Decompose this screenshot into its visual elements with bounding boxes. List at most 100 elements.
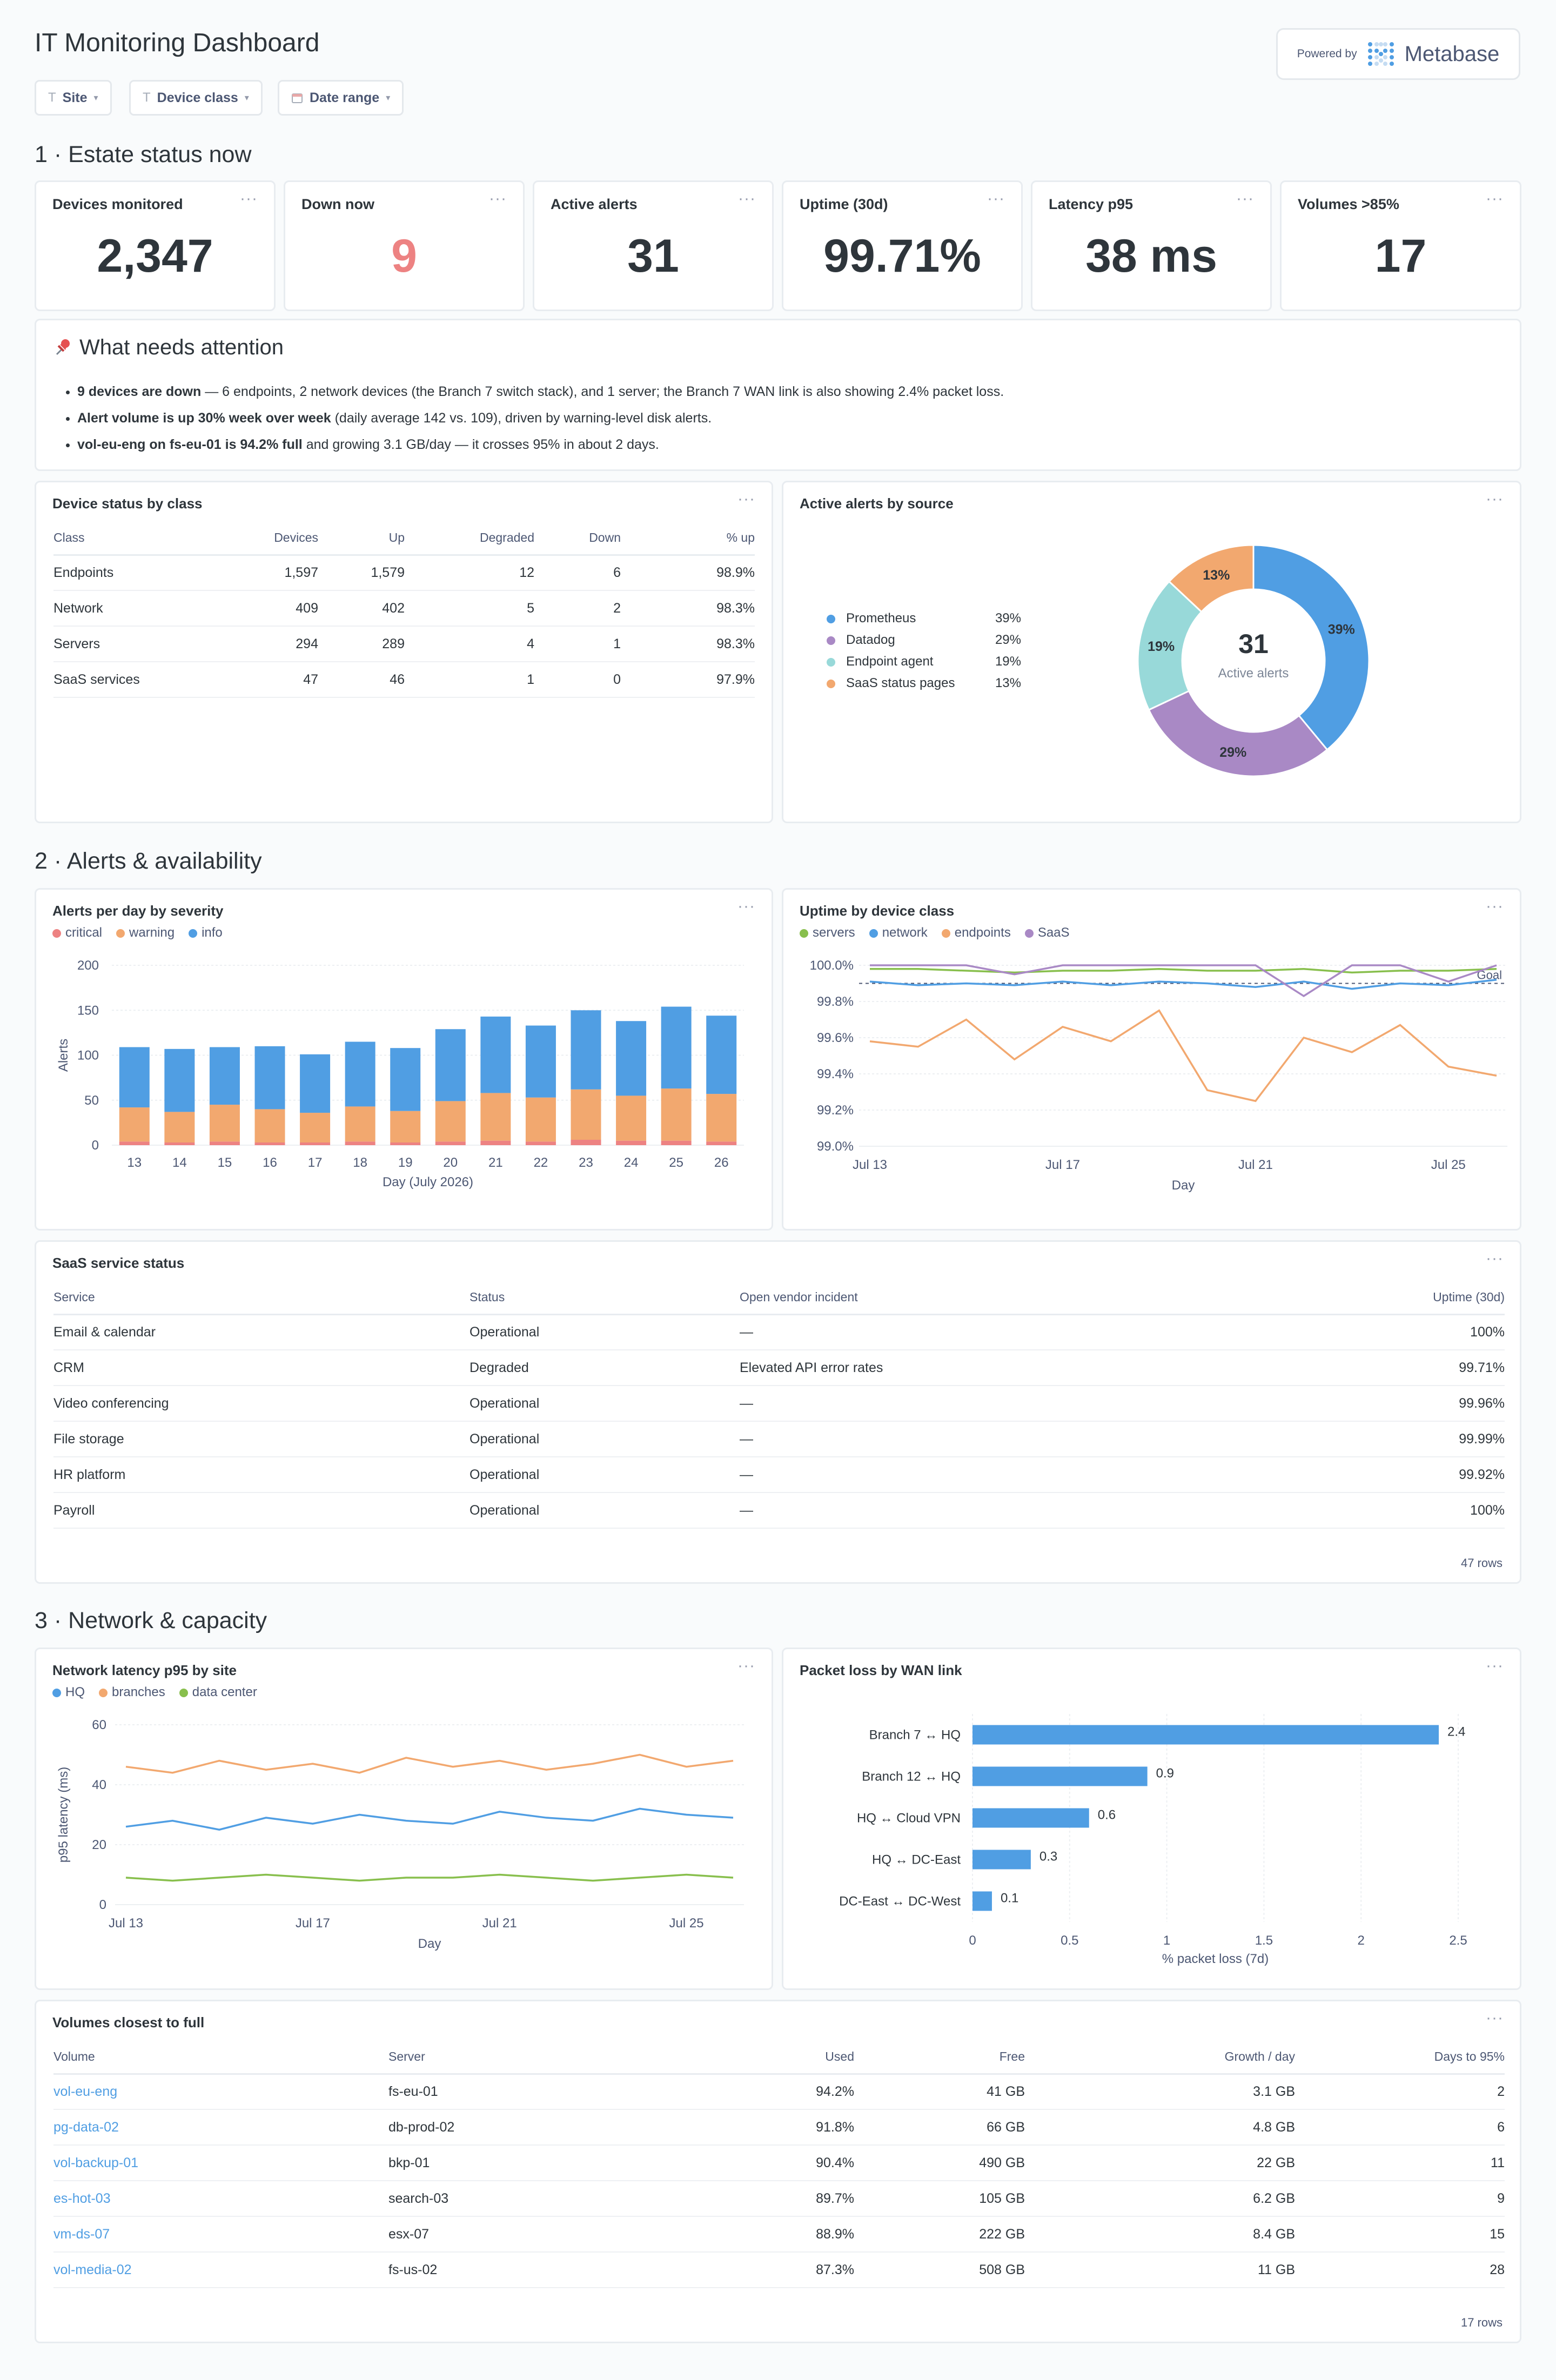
bar-critical <box>616 1140 647 1145</box>
card-menu-icon[interactable]: ··· <box>737 897 755 915</box>
data-label: 0.1 <box>1001 1891 1018 1906</box>
filter-date-range[interactable]: Date range ▾ <box>278 80 404 116</box>
legend-item[interactable]: Datadog 29% <box>827 629 1021 651</box>
table-row[interactable]: vol-media-02 fs-us-02 87.3% 508 GB 11 GB 28 <box>53 2252 1505 2288</box>
card-menu-icon[interactable]: ··· <box>1236 190 1254 207</box>
kpi-card-down[interactable]: Down now ··· 9 <box>284 180 525 311</box>
bar-warning <box>119 1107 150 1142</box>
card-title: SaaS service status <box>52 1255 185 1271</box>
x-tick-label: 0.5 <box>1061 1933 1078 1948</box>
bar-info <box>254 1046 285 1110</box>
column-header[interactable]: Volume <box>53 2040 388 2075</box>
card-menu-icon[interactable]: ··· <box>737 490 755 508</box>
column-header[interactable]: Devices <box>205 521 318 556</box>
table-row[interactable]: Network 409 402 5 2 98.3% <box>53 590 755 627</box>
legend-item[interactable]: SaaS status pages 13% <box>827 673 1021 694</box>
column-header[interactable]: Service <box>53 1281 470 1315</box>
column-header[interactable]: Down <box>534 521 621 556</box>
column-header[interactable]: Uptime (30d) <box>1226 1281 1505 1315</box>
legend-dot <box>52 929 61 938</box>
card-menu-icon[interactable]: ··· <box>1486 190 1504 207</box>
table-row[interactable]: vol-backup-01 bkp-01 90.4% 490 GB 22 GB 11 <box>53 2145 1505 2181</box>
bar-info <box>525 1025 556 1098</box>
table-row[interactable]: vol-eu-eng fs-eu-01 94.2% 41 GB 3.1 GB 2 <box>53 2074 1505 2110</box>
packet-loss-card: Packet loss by WAN link ··· 0 0.5 1 1.5 2 2.5… <box>782 1648 1521 1990</box>
column-header[interactable]: Up <box>318 521 405 556</box>
legend-item[interactable]: SaaS <box>1024 925 1070 940</box>
volume-link[interactable]: pg-data-02 <box>53 2109 388 2146</box>
alerts-bar-chart: 0 50 100 150 200 13 14 15 16 17 18 19 20 21 22 23 24 25 26… <box>56 958 744 1189</box>
legend-item[interactable]: data center <box>179 1685 257 1700</box>
legend-item[interactable]: info <box>189 925 223 940</box>
column-header[interactable]: Open vendor incident <box>740 1281 1226 1315</box>
volume-link[interactable]: vol-eu-eng <box>53 2074 388 2110</box>
card-menu-icon[interactable]: ··· <box>1486 1657 1504 1675</box>
x-axis-label: Day (July 2026) <box>383 1175 473 1189</box>
attention-item: 9 devices are down — 6 endpoints, 2 netw… <box>77 379 1504 405</box>
card-menu-icon[interactable]: ··· <box>1486 897 1504 915</box>
calendar-icon <box>291 92 303 104</box>
legend-item[interactable]: Endpoint agent 19% <box>827 651 1021 673</box>
card-menu-icon[interactable]: ··· <box>489 190 507 207</box>
y-tick-label: 40 <box>92 1778 106 1792</box>
volume-link[interactable]: vol-backup-01 <box>53 2145 388 2181</box>
powered-by-badge[interactable]: Powered by Metabase <box>1276 28 1520 80</box>
card-menu-icon[interactable]: ··· <box>987 190 1005 207</box>
column-header[interactable]: Server <box>388 2040 659 2075</box>
card-menu-icon[interactable]: ··· <box>737 1657 755 1675</box>
series-line-data-center <box>125 1873 734 1882</box>
table-row[interactable]: Servers 294 289 4 1 98.3% <box>53 626 755 662</box>
legend-item[interactable]: endpoints <box>941 925 1011 940</box>
card-menu-icon[interactable]: ··· <box>1486 1249 1504 1267</box>
table-row[interactable]: File storage Operational —99.99% <box>53 1421 1505 1457</box>
legend-item[interactable]: critical <box>52 925 102 940</box>
legend-item[interactable]: Prometheus 39% <box>827 608 1021 629</box>
card-menu-icon[interactable]: ··· <box>1486 2009 1504 2027</box>
filter-device-class[interactable]: T Device class ▾ <box>129 80 263 116</box>
table-row[interactable]: Endpoints 1,597 1,579 12 6 98.9% <box>53 555 755 591</box>
kpi-card-alerts[interactable]: Active alerts ··· 31 <box>533 180 774 311</box>
table-row[interactable]: pg-data-02 db-prod-02 91.8% 66 GB 4.8 GB 6 <box>53 2109 1505 2146</box>
volume-link[interactable]: es-hot-03 <box>53 2181 388 2217</box>
card-menu-icon[interactable]: ··· <box>738 190 756 207</box>
table-row[interactable]: CRM Degraded Elevated API error rates 99.71… <box>53 1350 1505 1386</box>
volume-link[interactable]: vol-media-02 <box>53 2252 388 2288</box>
table-row[interactable]: Payroll Operational —100% <box>53 1492 1505 1529</box>
table-row[interactable]: SaaS services 47 46 1 0 97.9% <box>53 662 755 698</box>
volume-link[interactable]: vm-ds-07 <box>53 2216 388 2253</box>
uptime-card: Uptime by device class ··· servers networ… <box>782 888 1521 1231</box>
table-row[interactable]: HR platform Operational —99.92% <box>53 1457 1505 1493</box>
column-header[interactable]: Used <box>659 2040 854 2075</box>
legend-item[interactable]: servers <box>800 925 855 940</box>
column-header[interactable]: Free <box>854 2040 1025 2075</box>
bar-critical <box>571 1140 601 1145</box>
filter-site[interactable]: T Site ▾ <box>35 80 112 116</box>
table-row[interactable]: vm-ds-07 esx-07 88.9% 222 GB 8.4 GB 15 <box>53 2216 1505 2253</box>
table-row[interactable]: Video conferencing Operational —99.96% <box>53 1386 1505 1422</box>
bar-warning <box>164 1112 195 1143</box>
column-header[interactable]: Growth / day <box>1025 2040 1295 2075</box>
legend-item[interactable]: warning <box>116 925 175 940</box>
kpi-label: Volumes >85% <box>1298 196 1399 212</box>
legend-item[interactable]: branches <box>99 1685 165 1700</box>
x-tick-label: 2 <box>1358 1933 1365 1948</box>
legend-item[interactable]: HQ <box>52 1685 85 1700</box>
x-tick-label: 26 <box>714 1155 729 1170</box>
column-header[interactable]: Degraded <box>405 521 534 556</box>
column-header[interactable]: Status <box>470 1281 740 1315</box>
column-header[interactable]: Days to 95% <box>1295 2040 1505 2075</box>
table-row[interactable]: es-hot-03 search-03 89.7% 105 GB 6.2 GB 9 <box>53 2181 1505 2217</box>
column-header[interactable]: % up <box>621 521 755 556</box>
legend-label: SaaS <box>1037 925 1070 940</box>
kpi-card-latency[interactable]: Latency p95 ··· 38 ms <box>1031 180 1272 311</box>
section-heading-estate: 1 · Estate status now <box>35 142 252 167</box>
card-menu-icon[interactable]: ··· <box>1486 490 1504 508</box>
legend-item[interactable]: network <box>869 925 928 940</box>
kpi-card-volumes[interactable]: Volumes >85% ··· 17 <box>1280 180 1521 311</box>
kpi-card-uptime[interactable]: Uptime (30d) ··· 99.71% <box>782 180 1023 311</box>
kpi-card-devices[interactable]: Devices monitored ··· 2,347 <box>35 180 276 311</box>
table-row[interactable]: Email & calendar Operational —100% <box>53 1314 1505 1350</box>
x-tick-label: Jul 17 <box>296 1916 330 1931</box>
card-menu-icon[interactable]: ··· <box>240 190 258 207</box>
column-header[interactable]: Class <box>53 521 205 556</box>
